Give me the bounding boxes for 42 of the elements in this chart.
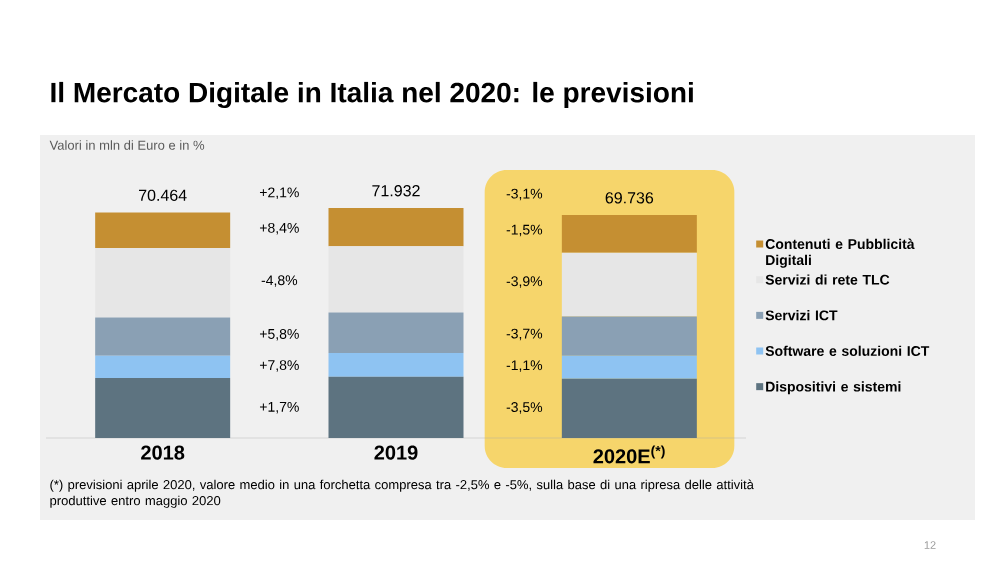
bar bbox=[328, 246, 464, 313]
bar bbox=[561, 215, 697, 253]
annotation: 71.932 bbox=[372, 185, 420, 197]
bar bbox=[561, 355, 697, 379]
annotation: -4,8% bbox=[261, 275, 298, 287]
text: (*) previsioni aprile 2020, valore medio in una forchetta compresa tra -2,5% e -5%, sulla base di una ripresa delle attività produttive entro maggio 2020 bbox=[50, 479, 754, 508]
bar bbox=[95, 317, 231, 356]
x-tick-label: 2019 bbox=[374, 445, 418, 460]
bar bbox=[95, 212, 231, 248]
text: -3,1% bbox=[506, 188, 543, 201]
text: +2,1% bbox=[259, 187, 299, 199]
legend-label: Dispositivi e sistemi bbox=[766, 381, 901, 395]
bar bbox=[95, 377, 231, 438]
bar bbox=[328, 207, 464, 247]
legend-label: Servizi ICT bbox=[765, 310, 838, 321]
legend-label: Servizi di rete TLC bbox=[765, 274, 890, 285]
annotation: -3,9% bbox=[506, 276, 543, 288]
bar bbox=[328, 312, 464, 354]
annotation: -1,5% bbox=[506, 224, 543, 237]
x-tick-label: 2020E$^{(*)}$ bbox=[593, 445, 665, 464]
bar bbox=[95, 355, 231, 378]
annotation: 69.736 bbox=[605, 192, 654, 204]
chart-subtitle: Valori in mln di Euro e in % bbox=[49, 140, 205, 150]
legend-label: Software e soluzioni ICT bbox=[765, 345, 930, 356]
annotation: -1,1% bbox=[506, 360, 543, 372]
text: 12 bbox=[924, 541, 936, 549]
annotation: -3,5% bbox=[506, 402, 543, 414]
bar bbox=[561, 378, 697, 438]
annotation: +7,8% bbox=[259, 360, 299, 372]
bar bbox=[328, 376, 464, 438]
annotation: +8,4% bbox=[259, 222, 299, 235]
bar bbox=[95, 247, 231, 318]
x-tick-label: 2018 bbox=[141, 445, 185, 460]
bar bbox=[561, 252, 697, 317]
legend-label: Contenuti e Pubblicità Digitali bbox=[765, 238, 915, 268]
annotation: -3,7% bbox=[506, 328, 543, 341]
bar bbox=[561, 316, 697, 356]
annotation: +1,7% bbox=[259, 401, 299, 414]
chart-title: Il Mercato Digitale in Italia nel 2020: le previsioni bbox=[51, 81, 693, 109]
annotation: 70.464 bbox=[139, 189, 187, 201]
annotation: +5,8% bbox=[259, 328, 299, 341]
bar bbox=[328, 353, 464, 377]
